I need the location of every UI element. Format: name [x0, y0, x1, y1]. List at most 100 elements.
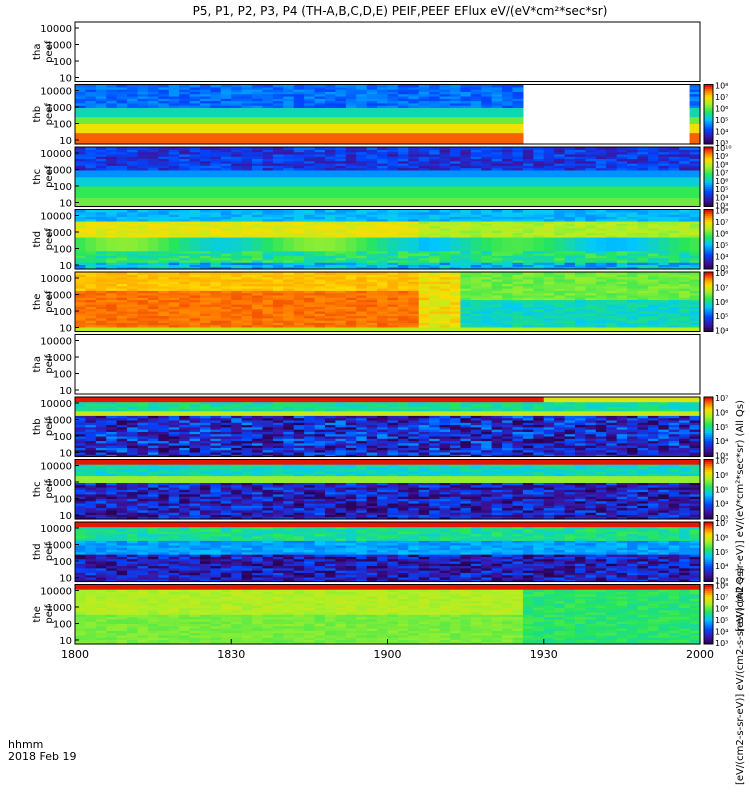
heatmap-cell — [554, 192, 566, 196]
heatmap-cell — [241, 134, 253, 138]
heatmap-cell — [387, 132, 399, 136]
heatmap-cell — [147, 100, 159, 104]
heatmap-cell — [658, 149, 670, 153]
heatmap-cell — [429, 195, 441, 198]
heatmap-cell — [450, 181, 462, 185]
heatmap-cell — [241, 185, 253, 189]
heatmap-cell — [345, 114, 357, 118]
heatmap-cell — [647, 197, 659, 201]
heatmap-cell — [585, 199, 597, 203]
heatmap-cell — [408, 169, 420, 173]
heatmap-cell — [147, 172, 159, 176]
heatmap-cell — [616, 183, 628, 187]
heatmap-cell — [502, 163, 514, 166]
heatmap-cell — [325, 153, 337, 157]
heatmap-cell — [366, 93, 378, 97]
heatmap-cell — [241, 130, 253, 134]
heatmap-cell — [512, 160, 524, 164]
heatmap-cell — [220, 172, 232, 176]
heatmap-cell — [106, 227, 118, 231]
heatmap-cell — [512, 98, 524, 102]
heatmap-cell — [460, 199, 472, 203]
heatmap-cell — [491, 91, 503, 95]
heatmap-cell — [658, 183, 670, 187]
heatmap-cell — [158, 125, 170, 129]
heatmap-cell — [106, 201, 118, 205]
heatmap-cell — [116, 95, 128, 99]
heatmap-cell — [512, 130, 524, 134]
heatmap-cell — [189, 84, 201, 88]
heatmap-cell — [429, 165, 441, 169]
heatmap-cell — [158, 257, 170, 261]
heatmap-cell — [168, 239, 180, 243]
heatmap-cell — [418, 111, 430, 115]
heatmap-cell — [293, 172, 305, 176]
heatmap-cell — [85, 181, 97, 185]
heatmap-cell — [293, 132, 305, 136]
heatmap-cell — [75, 262, 87, 266]
heatmap-cell — [95, 211, 107, 215]
heatmap-cell — [106, 199, 118, 203]
heatmap-cell — [470, 149, 482, 153]
heatmap-cell — [283, 137, 295, 141]
heatmap-cell — [325, 160, 337, 164]
heatmap-cell — [335, 176, 347, 180]
heatmap-cell — [272, 151, 284, 155]
heatmap-cell — [543, 167, 555, 171]
heatmap-cell — [502, 127, 514, 131]
heatmap-cell — [335, 167, 347, 171]
heatmap-cell — [231, 130, 243, 134]
heatmap-cell — [522, 172, 534, 176]
heatmap-cell — [314, 134, 326, 138]
heatmap-cell — [418, 132, 430, 136]
heatmap-cell — [554, 179, 566, 182]
heatmap-cell — [689, 204, 701, 208]
heatmap-cell — [439, 204, 451, 208]
heatmap-cell — [595, 160, 607, 164]
heatmap-cell — [272, 132, 284, 136]
heatmap-cell — [137, 179, 149, 182]
heatmap-cell — [241, 163, 253, 166]
heatmap-cell — [262, 172, 274, 176]
heatmap-cell — [137, 197, 149, 201]
heatmap-cell — [325, 199, 337, 203]
heatmap-cell — [491, 132, 503, 136]
heatmap-cell — [95, 127, 107, 131]
heatmap-cell — [127, 141, 139, 145]
heatmap-cell — [272, 190, 284, 194]
heatmap-cell — [220, 149, 232, 153]
heatmap-cell — [387, 190, 399, 194]
heatmap-cell — [325, 165, 337, 169]
heatmap-cell — [689, 132, 701, 136]
heatmap-cell — [314, 100, 326, 104]
heatmap-cell — [335, 197, 347, 201]
heatmap-cell — [356, 190, 368, 194]
heatmap-cell — [168, 91, 180, 95]
heatmap-cell — [325, 114, 337, 118]
heatmap-cell — [158, 160, 170, 164]
heatmap-cell — [283, 195, 295, 198]
heatmap-cell — [200, 137, 212, 141]
heatmap-cell — [147, 160, 159, 164]
heatmap-cell — [387, 176, 399, 180]
heatmap-cell — [627, 192, 639, 196]
heatmap-cell — [75, 259, 87, 263]
heatmap-cell — [366, 84, 378, 88]
heatmap-cell — [647, 167, 659, 171]
heatmap-cell — [200, 204, 212, 208]
heatmap-cell — [179, 172, 191, 176]
heatmap-cell — [439, 197, 451, 201]
heatmap-cell — [356, 134, 368, 138]
heatmap-cell — [304, 163, 316, 166]
heatmap-cell — [85, 167, 97, 171]
heatmap-cell — [293, 204, 305, 208]
heatmap-cell — [679, 183, 691, 187]
heatmap-cell — [283, 165, 295, 169]
heatmap-cell — [429, 174, 441, 178]
heatmap-cell — [585, 169, 597, 173]
heatmap-cell — [220, 130, 232, 134]
heatmap-cell — [502, 109, 514, 113]
heatmap-cell — [647, 185, 659, 189]
heatmap-cell — [168, 172, 180, 176]
heatmap-cell — [252, 181, 264, 185]
